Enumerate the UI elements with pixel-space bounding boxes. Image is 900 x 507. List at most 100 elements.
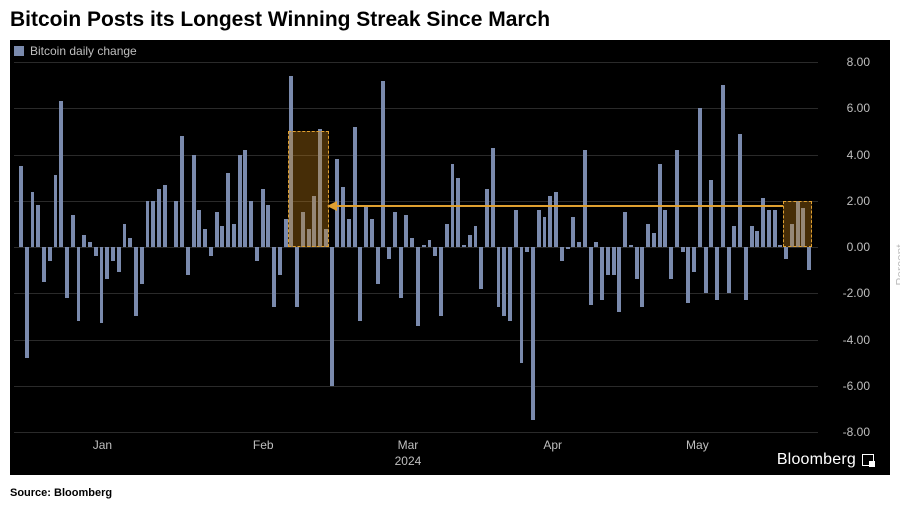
bar (589, 247, 593, 305)
bar (261, 189, 265, 247)
y-tick-label: -2.00 (843, 286, 870, 300)
bar (146, 201, 150, 247)
bar (525, 247, 529, 252)
bar (681, 247, 685, 252)
bar (744, 247, 748, 300)
bar (19, 166, 23, 247)
bar (715, 247, 719, 300)
x-tick-label: May (686, 438, 709, 452)
bar (807, 247, 811, 270)
bar (456, 178, 460, 247)
bar (197, 210, 201, 247)
y-tick-label: 0.00 (847, 240, 870, 254)
bar (180, 136, 184, 247)
bar (284, 219, 288, 247)
bar (663, 210, 667, 247)
brand-icon (862, 454, 874, 466)
bar (209, 247, 213, 256)
bar (358, 247, 362, 321)
bar (48, 247, 52, 261)
legend: Bitcoin daily change (14, 44, 137, 58)
legend-swatch (14, 46, 24, 56)
bar (105, 247, 109, 279)
bar (606, 247, 610, 275)
y-tick-label: -8.00 (843, 425, 870, 439)
bar (468, 235, 472, 247)
bar (784, 247, 788, 259)
bar (238, 155, 242, 248)
bar (364, 205, 368, 247)
bar (583, 150, 587, 247)
bar (692, 247, 696, 272)
bar (497, 247, 501, 307)
brand-watermark: Bloomberg (777, 451, 874, 469)
bar (157, 189, 161, 247)
highlight-box (288, 131, 328, 247)
bar (381, 81, 385, 248)
highlight-box (783, 201, 812, 247)
y-tick-label: 2.00 (847, 194, 870, 208)
bar (82, 235, 86, 247)
bar (226, 173, 230, 247)
bar (376, 247, 380, 284)
bar (353, 127, 357, 247)
bar (410, 238, 414, 247)
bar (548, 196, 552, 247)
bar (243, 150, 247, 247)
bar (554, 192, 558, 248)
bar (669, 247, 673, 279)
gridline (14, 432, 818, 433)
bar (577, 242, 581, 247)
bar (123, 224, 127, 247)
bar (65, 247, 69, 298)
bar (594, 242, 598, 247)
bar (192, 155, 196, 248)
bar (502, 247, 506, 316)
gridline (14, 340, 818, 341)
y-tick-label: 4.00 (847, 148, 870, 162)
bar (134, 247, 138, 316)
bar (479, 247, 483, 289)
bar (646, 224, 650, 247)
chart-container: Bitcoin Posts its Longest Winning Streak… (0, 0, 900, 507)
bar (232, 224, 236, 247)
bar (445, 224, 449, 247)
bar (428, 240, 432, 247)
bar (738, 134, 742, 247)
bar (629, 245, 633, 247)
bar (59, 101, 63, 247)
bar (732, 226, 736, 247)
bar (94, 247, 98, 256)
bar (140, 247, 144, 284)
bar (543, 217, 547, 247)
bar (698, 108, 702, 247)
bar (100, 247, 104, 323)
bar (215, 212, 219, 247)
bar (387, 247, 391, 259)
x-axis-year: 2024 (395, 454, 422, 468)
bar (439, 247, 443, 316)
bar (755, 231, 759, 247)
bar (42, 247, 46, 282)
bar (117, 247, 121, 272)
bar (128, 238, 132, 247)
bar (220, 226, 224, 247)
plot-area (14, 62, 818, 432)
bar (36, 205, 40, 247)
bar (623, 212, 627, 247)
bar (514, 210, 518, 247)
bar (617, 247, 621, 312)
bar (341, 187, 345, 247)
bar (704, 247, 708, 293)
bar (560, 247, 564, 261)
bar (71, 215, 75, 247)
bar (485, 189, 489, 247)
bar (571, 217, 575, 247)
bar (272, 247, 276, 307)
bar (295, 247, 299, 307)
bar (635, 247, 639, 279)
bar (433, 247, 437, 256)
bar (675, 150, 679, 247)
gridline (14, 62, 818, 63)
bar (174, 201, 178, 247)
